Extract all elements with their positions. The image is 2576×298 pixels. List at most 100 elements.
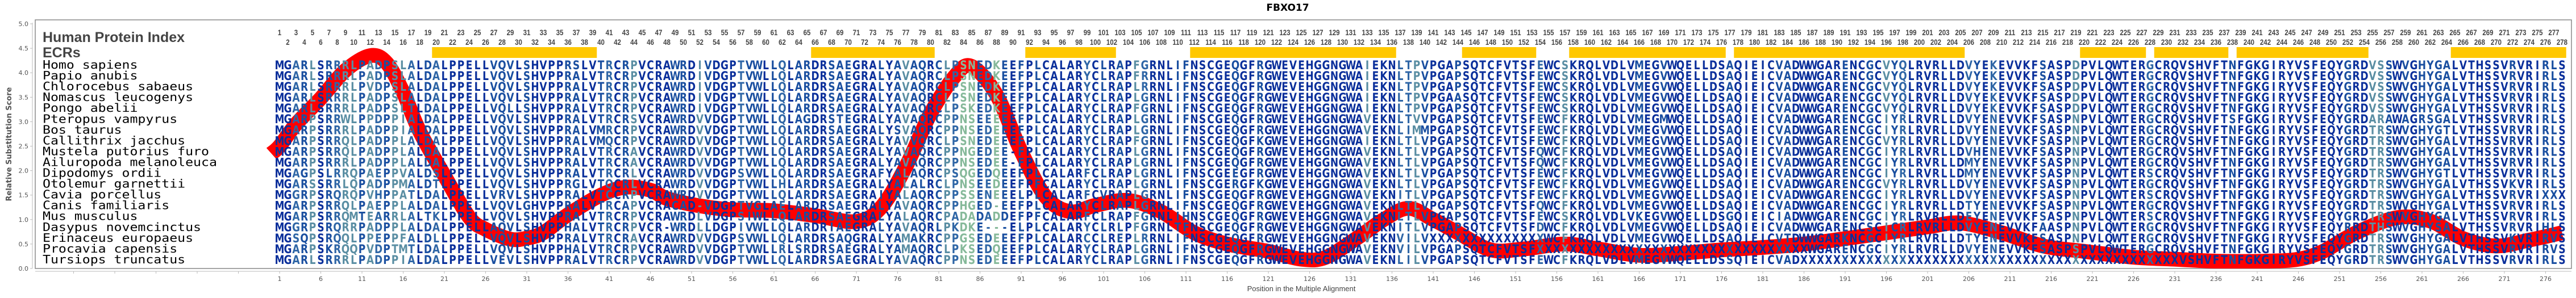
x-tick-label: 11 — [358, 275, 366, 283]
residue: V — [1965, 58, 1972, 72]
residue: N — [1190, 69, 1198, 83]
residue: G — [1652, 69, 1660, 83]
human-index-number: 254 — [2359, 37, 2370, 47]
human-index-number: 220 — [2079, 37, 2090, 47]
residue: F — [1529, 58, 1535, 72]
x-tick-label: 96 — [1059, 275, 1067, 283]
human-index-number: 21 — [441, 28, 448, 37]
ecr-bar — [2080, 47, 2146, 58]
residue: V — [746, 58, 753, 72]
residue: S — [828, 69, 835, 83]
residue: E — [1751, 58, 1758, 72]
residue: S — [1562, 69, 1568, 83]
human-index-number: 271 — [2499, 28, 2510, 37]
species-label: Dasypus novemcinctus — [43, 220, 201, 234]
residue: A — [1446, 58, 1453, 72]
human-index-number: 81 — [935, 28, 943, 37]
residue: W — [670, 69, 681, 83]
residue: A — [407, 58, 415, 72]
residue: H — [2195, 58, 2203, 72]
x-tick-label: 221 — [2087, 275, 2099, 283]
residue: N — [1330, 58, 1338, 72]
residue: S — [2377, 58, 2384, 72]
residue: V — [1627, 69, 1634, 83]
human-index-number: 74 — [877, 37, 885, 47]
human-index-number: 252 — [2342, 37, 2353, 47]
residue: P — [1430, 58, 1437, 72]
residue: C — [935, 69, 942, 83]
human-index-number: 251 — [2334, 28, 2345, 37]
x-tick-label: 266 — [2457, 275, 2469, 283]
human-index-number: 24 — [465, 37, 473, 47]
residue: A — [1355, 58, 1363, 72]
residue: P — [556, 69, 563, 83]
y-tick-label: 3.5 — [19, 94, 29, 101]
residue: R — [1932, 58, 1940, 72]
residue: V — [1289, 58, 1297, 72]
residue: L — [2452, 58, 2458, 72]
residue: K — [2253, 58, 2261, 72]
residue: R — [622, 69, 629, 83]
residue: Q — [1899, 58, 1907, 72]
human-index-number: 161 — [1592, 28, 1603, 37]
residue: F — [1018, 69, 1025, 83]
human-index-number: 134 — [1370, 37, 1381, 47]
human-index-number: 200 — [1914, 37, 1925, 47]
human-index-number: 114 — [1205, 37, 1216, 47]
human-index-number: 152 — [1518, 37, 1529, 47]
human-index-number: 111 — [1181, 28, 1191, 37]
human-index-number: 242 — [2260, 37, 2271, 47]
human-index-number: 218 — [2062, 37, 2073, 47]
residue: Q — [778, 69, 786, 83]
residue: E — [1686, 69, 1692, 83]
human-index-number: 27 — [490, 28, 498, 37]
human-index-number: 204 — [1947, 37, 1958, 47]
ecr-bar — [1462, 47, 1537, 58]
residue: S — [1199, 69, 1206, 83]
human-index-number: 56 — [729, 37, 736, 47]
residue: P — [359, 69, 365, 83]
residue: V — [902, 58, 909, 72]
residue: R — [819, 58, 827, 72]
residue: C — [1487, 58, 1494, 72]
residue: G — [1438, 69, 1446, 83]
residue: A — [795, 58, 802, 72]
residue: D — [712, 58, 720, 72]
residue: L — [1397, 58, 1404, 72]
human-index-number: 151 — [1510, 28, 1521, 37]
residue: A — [367, 69, 374, 83]
human-index-number: 6 — [319, 37, 322, 47]
human-index-number: 53 — [705, 28, 712, 37]
residue: E — [1224, 58, 1231, 72]
human-index-number: 88 — [993, 37, 1000, 47]
residue: L — [763, 58, 769, 72]
human-index-number: 31 — [523, 28, 531, 37]
ecr-bar — [432, 47, 597, 58]
residue: H — [531, 69, 539, 83]
residue: D — [1709, 58, 1717, 72]
residue: S — [523, 69, 530, 83]
human-index-number: 176 — [1716, 37, 1727, 47]
human-index-number: 95 — [1051, 28, 1058, 37]
human-index-number: 187 — [1807, 28, 1817, 37]
residue: R — [861, 69, 868, 83]
human-index-number: 191 — [1840, 28, 1850, 37]
human-index-number: 127 — [1312, 28, 1323, 37]
residue: V — [2517, 58, 2524, 72]
residue: E — [1537, 69, 1544, 83]
residue: R — [2138, 58, 2145, 72]
human-index-number: 207 — [1971, 28, 1982, 37]
residue: A — [292, 69, 299, 83]
residue: S — [1520, 69, 1527, 83]
residue: L — [1702, 58, 1708, 72]
y-ticks: 0.00.51.01.52.02.53.03.54.04.55.0 — [19, 20, 32, 272]
human-index-number: 54 — [713, 37, 721, 47]
residue: I — [698, 58, 701, 72]
residue: L — [400, 69, 406, 83]
x-tick-label: 181 — [1757, 275, 1769, 283]
residue: A — [572, 69, 580, 83]
human-index-number: 172 — [1683, 37, 1694, 47]
human-index-number: 277 — [2548, 28, 2559, 37]
human-index-number: 133 — [1362, 28, 1372, 37]
human-index-number: 213 — [2021, 28, 2032, 37]
